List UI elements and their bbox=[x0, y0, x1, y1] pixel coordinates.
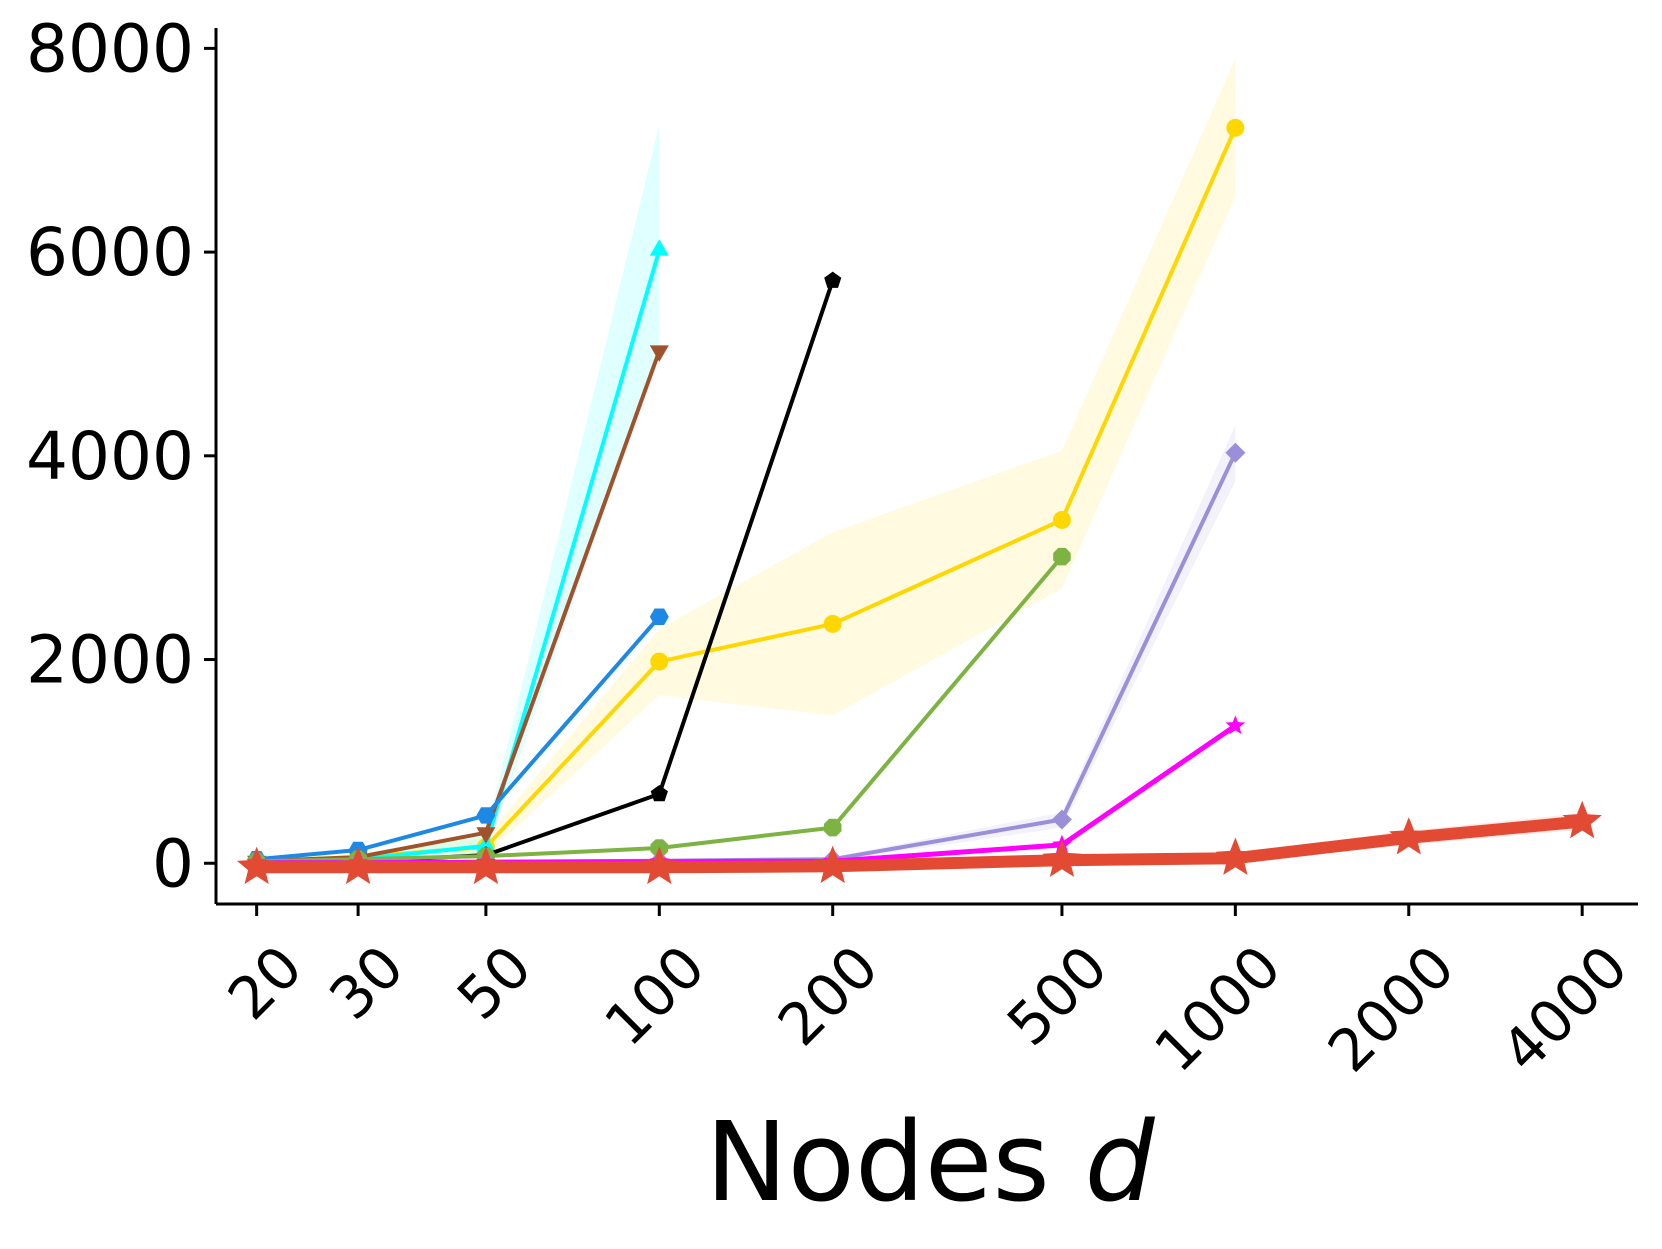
x-tick-label: 50 bbox=[444, 933, 544, 1033]
x-tick-label: 20 bbox=[215, 933, 315, 1033]
data-point bbox=[650, 652, 669, 671]
data-point bbox=[476, 827, 496, 844]
data-point bbox=[649, 239, 669, 256]
axes bbox=[214, 28, 1638, 906]
series-line bbox=[254, 723, 1238, 866]
x-tick-label: 2000 bbox=[1315, 933, 1467, 1085]
data-point bbox=[1051, 809, 1072, 830]
data-point bbox=[476, 807, 496, 824]
y-tick-label: 8000 bbox=[26, 10, 194, 87]
data-point bbox=[823, 614, 842, 633]
series bbox=[247, 239, 669, 868]
x-tick-label: 100 bbox=[592, 933, 718, 1059]
y-tick-label: 4000 bbox=[26, 418, 194, 495]
data-point bbox=[1052, 510, 1071, 529]
data-point bbox=[237, 846, 277, 885]
data-point bbox=[466, 846, 506, 885]
data-point bbox=[650, 785, 668, 802]
y-tick-label: 0 bbox=[152, 825, 194, 902]
x-tick-label: 4000 bbox=[1488, 933, 1640, 1085]
data-point bbox=[1562, 800, 1602, 839]
data-point bbox=[1042, 839, 1082, 877]
x-ticks: 20 30 50 100 200 500 1000 2000 4000 bbox=[215, 904, 1641, 1085]
y-ticks: 0 2000 4000 6000 8000 bbox=[26, 10, 216, 902]
data-point bbox=[1225, 442, 1246, 463]
y-tick-label: 6000 bbox=[26, 214, 194, 291]
data-point bbox=[1053, 547, 1071, 566]
x-axis-label-text: Nodes bbox=[705, 1098, 1049, 1226]
y-tick-label: 2000 bbox=[26, 622, 194, 699]
data-point bbox=[639, 846, 679, 885]
data-point bbox=[649, 345, 669, 362]
series bbox=[237, 800, 1602, 885]
uncertainty-bands bbox=[256, 58, 1583, 872]
data-point bbox=[1225, 715, 1246, 735]
x-tick-label: 500 bbox=[994, 933, 1120, 1059]
data-point bbox=[813, 845, 853, 884]
x-axis-label: Nodes d bbox=[705, 1098, 1155, 1226]
x-axis-label-variable: d bbox=[1085, 1098, 1156, 1226]
series-line bbox=[254, 248, 662, 865]
data-point bbox=[338, 846, 378, 885]
series-line bbox=[254, 554, 1064, 864]
uncertainty-band bbox=[256, 58, 1236, 864]
series-lines bbox=[237, 118, 1602, 885]
data-point bbox=[1226, 118, 1245, 137]
data-point bbox=[649, 608, 669, 625]
uncertainty-band bbox=[256, 124, 660, 864]
data-point bbox=[1215, 837, 1255, 875]
data-point bbox=[824, 271, 842, 288]
x-tick-label: 30 bbox=[316, 933, 416, 1033]
data-point bbox=[823, 818, 842, 837]
x-tick-label: 200 bbox=[765, 933, 891, 1059]
series-line bbox=[254, 614, 662, 862]
x-tick-label: 1000 bbox=[1142, 933, 1294, 1085]
data-point bbox=[1389, 817, 1429, 855]
